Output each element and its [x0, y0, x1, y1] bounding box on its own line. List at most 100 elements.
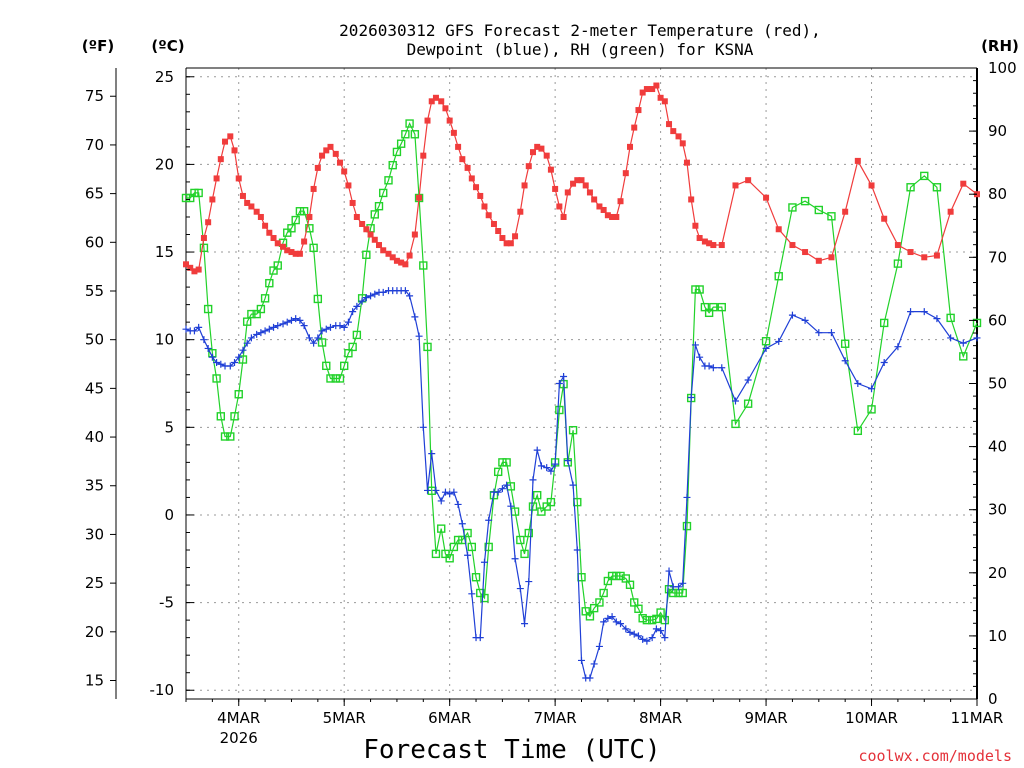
- dewpoint-point: [208, 353, 216, 361]
- temperature-point: [732, 182, 739, 189]
- rh-point: [520, 549, 529, 559]
- temperature-point: [706, 240, 713, 247]
- rh-point: [612, 571, 621, 581]
- temperature-point: [661, 98, 668, 105]
- rh-point: [879, 318, 889, 328]
- rh-tick-label: 90: [988, 122, 1007, 140]
- temperature-point: [534, 143, 541, 150]
- rh-point: [972, 318, 982, 328]
- dewpoint-point: [841, 357, 849, 365]
- temperature-point: [288, 249, 295, 256]
- fahrenheit-tick-label: 50: [85, 331, 104, 349]
- dewpoint-point: [326, 323, 334, 331]
- temperature-point: [274, 240, 281, 247]
- rh-tick-label: 50: [988, 375, 1007, 393]
- x-tick-label: 5MAR: [323, 709, 366, 727]
- temperature-point: [432, 94, 439, 101]
- dewpoint-point: [279, 320, 287, 328]
- temperature-point: [828, 254, 835, 261]
- dewpoint-point: [533, 446, 541, 454]
- temperature-point: [209, 196, 216, 203]
- rh-point: [528, 502, 538, 511]
- series-layer: [181, 82, 982, 682]
- series-relative-humidity: [181, 119, 982, 625]
- rh-point: [682, 521, 692, 531]
- rh-point: [181, 193, 191, 203]
- dewpoint-point: [868, 385, 876, 393]
- temperature-point: [582, 182, 589, 189]
- series-line: [186, 122, 978, 622]
- rh-point: [252, 309, 261, 319]
- dewpoint-point: [485, 516, 493, 524]
- dewpoint-point: [406, 292, 414, 300]
- temperature-point: [284, 247, 291, 254]
- temperature-point: [438, 98, 445, 105]
- temperature-point: [420, 152, 427, 159]
- rh-point: [212, 374, 221, 383]
- rh-point: [299, 207, 309, 216]
- temperature-point: [881, 215, 888, 222]
- rh-point: [946, 313, 955, 323]
- temperature-point: [301, 238, 308, 245]
- dewpoint-point: [560, 372, 568, 380]
- temperature-point: [270, 235, 277, 242]
- fahrenheit-tick-label: 20: [85, 623, 104, 641]
- rh-point: [344, 349, 353, 358]
- dewpoint-point: [270, 323, 278, 331]
- dewpoint-point: [344, 318, 352, 326]
- temperature-point: [371, 236, 378, 243]
- rh-tick-label: 10: [988, 627, 1007, 645]
- x-axis-title: Forecast Time (UTC): [363, 735, 660, 765]
- temperature-point: [947, 208, 954, 215]
- dewpoint-point: [762, 344, 770, 352]
- fahrenheit-tick-label: 35: [85, 477, 104, 495]
- temperature-point: [517, 208, 524, 215]
- rh-point: [467, 542, 477, 552]
- dewpoint-point: [586, 674, 594, 682]
- dewpoint-point: [318, 327, 326, 335]
- rh-point: [194, 188, 203, 198]
- rh-point: [388, 160, 397, 170]
- rh-point: [238, 355, 248, 364]
- dewpoint-point: [261, 327, 269, 335]
- dewpoint-point: [683, 493, 691, 501]
- temperature-point: [613, 213, 620, 220]
- dewpoint-point: [639, 635, 647, 643]
- temperature-point: [842, 208, 849, 215]
- x-tick-label: 10MAR: [845, 709, 898, 727]
- temperature-point: [521, 182, 528, 189]
- temperature-point: [222, 138, 229, 145]
- rh-point: [317, 338, 327, 347]
- rh-point: [533, 490, 542, 500]
- temperature-point: [543, 152, 550, 159]
- rh-point: [335, 374, 345, 383]
- temperature-point: [336, 159, 343, 166]
- dewpoint-point: [600, 618, 608, 626]
- rh-point: [379, 188, 388, 198]
- rh-point: [340, 361, 349, 371]
- temperature-point: [499, 235, 506, 242]
- rh-point: [352, 330, 362, 340]
- dewpoint-point: [437, 497, 445, 505]
- temperature-point: [477, 192, 484, 199]
- fahrenheit-tick-label: 30: [85, 525, 104, 543]
- dewpoint-point: [468, 590, 476, 598]
- rh-point: [269, 266, 278, 275]
- dewpoint-point: [265, 325, 273, 333]
- rh-point: [621, 574, 630, 583]
- dewpoint-point: [525, 578, 533, 586]
- dewpoint-point: [419, 423, 427, 431]
- temperature-point: [683, 159, 690, 166]
- rh-point: [242, 317, 252, 326]
- rh-point: [656, 608, 665, 617]
- rh-point: [717, 302, 726, 312]
- rh-axis-unit: (RH): [981, 37, 1019, 55]
- rh-point: [581, 607, 590, 616]
- dewpoint-point: [894, 343, 902, 351]
- dewpoint-point: [744, 376, 752, 384]
- dewpoint-point: [801, 316, 809, 324]
- rh-point: [348, 342, 357, 352]
- dewpoint-point: [287, 316, 295, 324]
- dewpoint-point: [235, 353, 243, 361]
- rh-point: [893, 259, 903, 268]
